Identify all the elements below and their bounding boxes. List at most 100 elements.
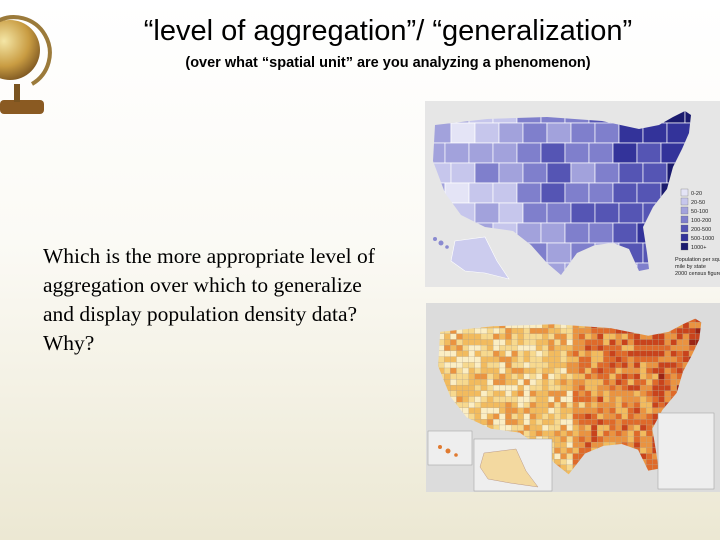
legend-swatch bbox=[680, 242, 689, 251]
county bbox=[597, 339, 604, 346]
county bbox=[486, 390, 494, 397]
county bbox=[621, 333, 628, 340]
county bbox=[639, 413, 647, 420]
county bbox=[523, 413, 531, 420]
county bbox=[597, 327, 604, 334]
county bbox=[505, 379, 512, 386]
county bbox=[560, 390, 567, 397]
county bbox=[590, 327, 598, 334]
county bbox=[474, 396, 482, 403]
county bbox=[590, 384, 598, 391]
county bbox=[621, 407, 628, 414]
county bbox=[499, 419, 506, 426]
county bbox=[664, 350, 671, 357]
county bbox=[578, 379, 586, 386]
county bbox=[554, 384, 561, 391]
county bbox=[572, 430, 580, 437]
county bbox=[566, 441, 573, 448]
county bbox=[486, 407, 494, 414]
county bbox=[535, 384, 543, 391]
county bbox=[633, 379, 641, 386]
globe-icon bbox=[0, 15, 52, 114]
county bbox=[584, 424, 592, 431]
county bbox=[566, 345, 573, 352]
county bbox=[652, 402, 659, 409]
county bbox=[468, 350, 475, 357]
county bbox=[664, 379, 671, 386]
county bbox=[474, 327, 482, 334]
county bbox=[609, 430, 616, 437]
state bbox=[546, 122, 572, 144]
county bbox=[578, 430, 586, 437]
county bbox=[615, 345, 622, 352]
county bbox=[572, 327, 580, 334]
county bbox=[658, 384, 665, 391]
county bbox=[682, 350, 690, 357]
county bbox=[517, 373, 524, 380]
county bbox=[603, 436, 610, 443]
county bbox=[554, 447, 561, 454]
county bbox=[511, 424, 518, 431]
county bbox=[517, 402, 524, 409]
county bbox=[590, 402, 598, 409]
state bbox=[636, 142, 662, 164]
county bbox=[560, 402, 567, 409]
county bbox=[456, 350, 463, 357]
county bbox=[584, 436, 592, 443]
county bbox=[658, 379, 665, 386]
county bbox=[639, 447, 647, 454]
county bbox=[603, 339, 610, 346]
county bbox=[511, 413, 518, 420]
county bbox=[548, 333, 555, 340]
county bbox=[609, 402, 616, 409]
county bbox=[590, 339, 598, 346]
county bbox=[627, 333, 635, 340]
county bbox=[639, 419, 647, 426]
state bbox=[492, 142, 518, 164]
county bbox=[566, 453, 573, 460]
county bbox=[535, 396, 543, 403]
county bbox=[658, 367, 665, 374]
county bbox=[499, 396, 506, 403]
county bbox=[670, 384, 677, 391]
county bbox=[658, 350, 665, 357]
legend-swatch bbox=[680, 224, 689, 233]
county bbox=[615, 390, 622, 397]
county bbox=[603, 430, 610, 437]
county bbox=[523, 350, 531, 357]
county bbox=[609, 373, 616, 380]
county bbox=[688, 339, 696, 346]
county bbox=[554, 419, 561, 426]
county bbox=[542, 413, 549, 420]
county bbox=[468, 373, 475, 380]
county bbox=[670, 350, 677, 357]
county bbox=[468, 345, 475, 352]
legend-label: 0-20 bbox=[691, 191, 702, 197]
county bbox=[523, 367, 531, 374]
county bbox=[578, 407, 586, 414]
state bbox=[450, 122, 476, 144]
county bbox=[438, 350, 445, 357]
county bbox=[646, 356, 653, 363]
county bbox=[542, 424, 549, 431]
county bbox=[493, 345, 500, 352]
county bbox=[438, 356, 445, 363]
county bbox=[566, 327, 573, 334]
county bbox=[646, 441, 653, 448]
county bbox=[578, 419, 586, 426]
county bbox=[609, 333, 616, 340]
state bbox=[474, 122, 500, 144]
county bbox=[633, 441, 641, 448]
county bbox=[450, 356, 457, 363]
county bbox=[688, 345, 696, 352]
county bbox=[572, 407, 580, 414]
county bbox=[542, 339, 549, 346]
county bbox=[566, 430, 573, 437]
county bbox=[456, 396, 463, 403]
county bbox=[615, 362, 622, 369]
state bbox=[588, 222, 614, 244]
county bbox=[621, 384, 628, 391]
county bbox=[566, 350, 573, 357]
county bbox=[542, 402, 549, 409]
county bbox=[609, 413, 616, 420]
